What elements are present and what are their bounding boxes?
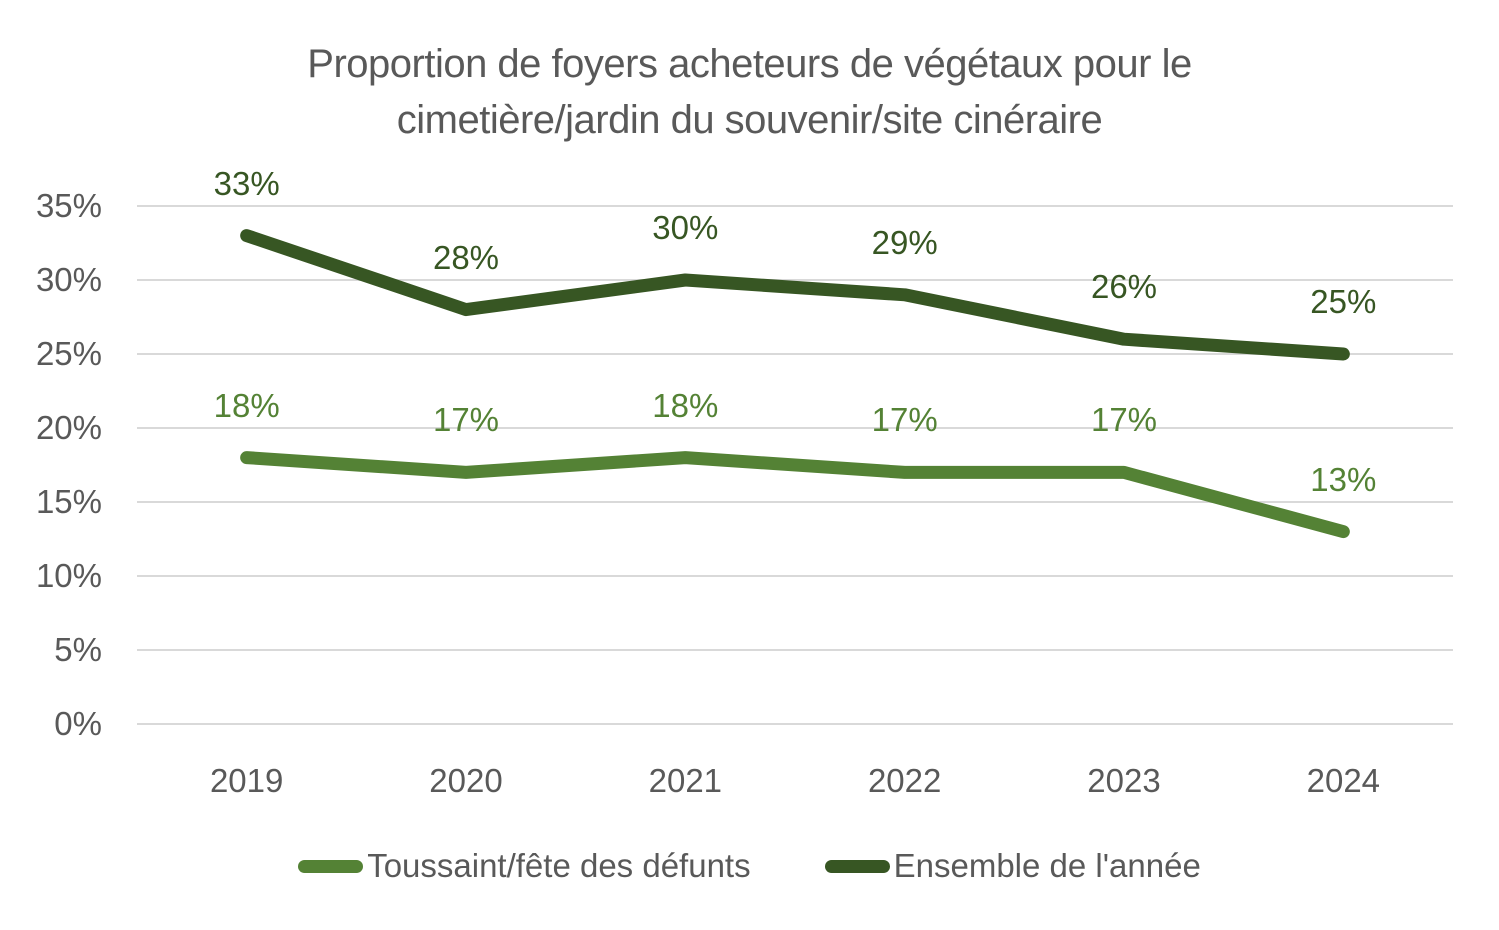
series-line-ensemble-de-l-annee xyxy=(240,229,1350,361)
data-label-toussaint-fete-des-defunts: 18% xyxy=(213,386,280,424)
data-label-toussaint-fete-des-defunts: 13% xyxy=(1310,460,1377,498)
legend-item-ensemble-de-l-annee: Ensemble de l'année xyxy=(824,847,1201,885)
data-label-toussaint-fete-des-defunts: 17% xyxy=(871,401,938,439)
data-label-ensemble-de-l-annee: 29% xyxy=(871,223,938,261)
data-label-ensemble-de-l-annee: 26% xyxy=(1090,268,1158,306)
legend-label: Ensemble de l'année xyxy=(893,847,1201,884)
y-axis-label: 10% xyxy=(35,557,102,594)
data-label-ensemble-de-l-annee: 33% xyxy=(213,164,280,202)
data-label-toussaint-fete-des-defunts: 18% xyxy=(652,386,719,424)
y-axis-label: 20% xyxy=(35,409,102,446)
data-label-toussaint-fete-des-defunts: 17% xyxy=(432,401,500,439)
series-line-toussaint-fete-des-defunts xyxy=(240,451,1350,539)
data-label-ensemble-de-l-annee: 30% xyxy=(652,209,719,246)
legend-item-toussaint-fete-des-defunts: Toussaint/fête des défunts xyxy=(298,847,751,885)
legend: Toussaint/fête des défunts Ensemble de l'… xyxy=(0,847,1499,885)
y-axis-label: 15% xyxy=(35,483,102,520)
x-axis-label: 2019 xyxy=(209,762,284,799)
data-label-ensemble-de-l-annee: 28% xyxy=(432,238,500,276)
data-label-ensemble-de-l-annee: 25% xyxy=(1310,283,1377,320)
y-axis-label: 5% xyxy=(54,631,102,668)
legend-label: Toussaint/fête des défunts xyxy=(367,847,751,884)
y-axis-label: 30% xyxy=(35,261,102,298)
x-axis-label: 2022 xyxy=(867,762,942,799)
x-axis-label: 2021 xyxy=(648,762,723,799)
y-axis-label: 25% xyxy=(35,335,102,372)
legend-line-swatch-icon xyxy=(824,859,890,873)
x-axis-label: 2024 xyxy=(1306,762,1381,799)
legend-line-swatch-icon xyxy=(298,859,364,873)
y-axis-label: 35% xyxy=(35,187,102,224)
x-axis-label: 2023 xyxy=(1087,762,1161,799)
data-label-toussaint-fete-des-defunts: 17% xyxy=(1090,401,1158,439)
y-axis-label: 0% xyxy=(54,705,102,742)
chart-title: Proportion de foyers acheteurs de végéta… xyxy=(307,42,1192,142)
x-axis-label: 2020 xyxy=(429,762,503,799)
